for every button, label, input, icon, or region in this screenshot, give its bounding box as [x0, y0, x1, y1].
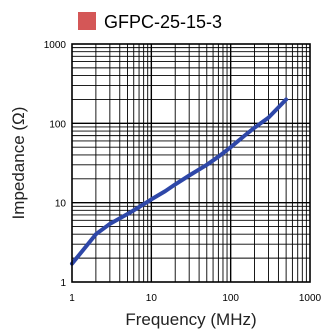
series-layer — [70, 97, 289, 266]
tick-labels: 1 10 100 1000 1 10 100 1000 — [44, 40, 321, 304]
y-axis-title: Impedance (Ω) — [9, 107, 28, 220]
x-tick-label: 100 — [222, 293, 239, 304]
legend: GFPC-25-15-3 — [78, 12, 222, 32]
x-tick-label: 1000 — [299, 293, 321, 304]
grid — [72, 44, 310, 282]
legend-label: GFPC-25-15-3 — [104, 12, 222, 32]
plot-frame — [71, 43, 311, 283]
y-tick-label: 100 — [49, 119, 66, 130]
x-axis-title: Frequency (MHz) — [125, 310, 256, 329]
x-tick-label: 10 — [146, 293, 158, 304]
y-tick-label: 10 — [55, 199, 67, 210]
legend-swatch — [78, 12, 96, 30]
x-tick-label: 1 — [69, 293, 75, 304]
y-tick-label: 1 — [60, 278, 66, 289]
series-line — [70, 97, 289, 266]
y-tick-label: 1000 — [44, 40, 67, 51]
